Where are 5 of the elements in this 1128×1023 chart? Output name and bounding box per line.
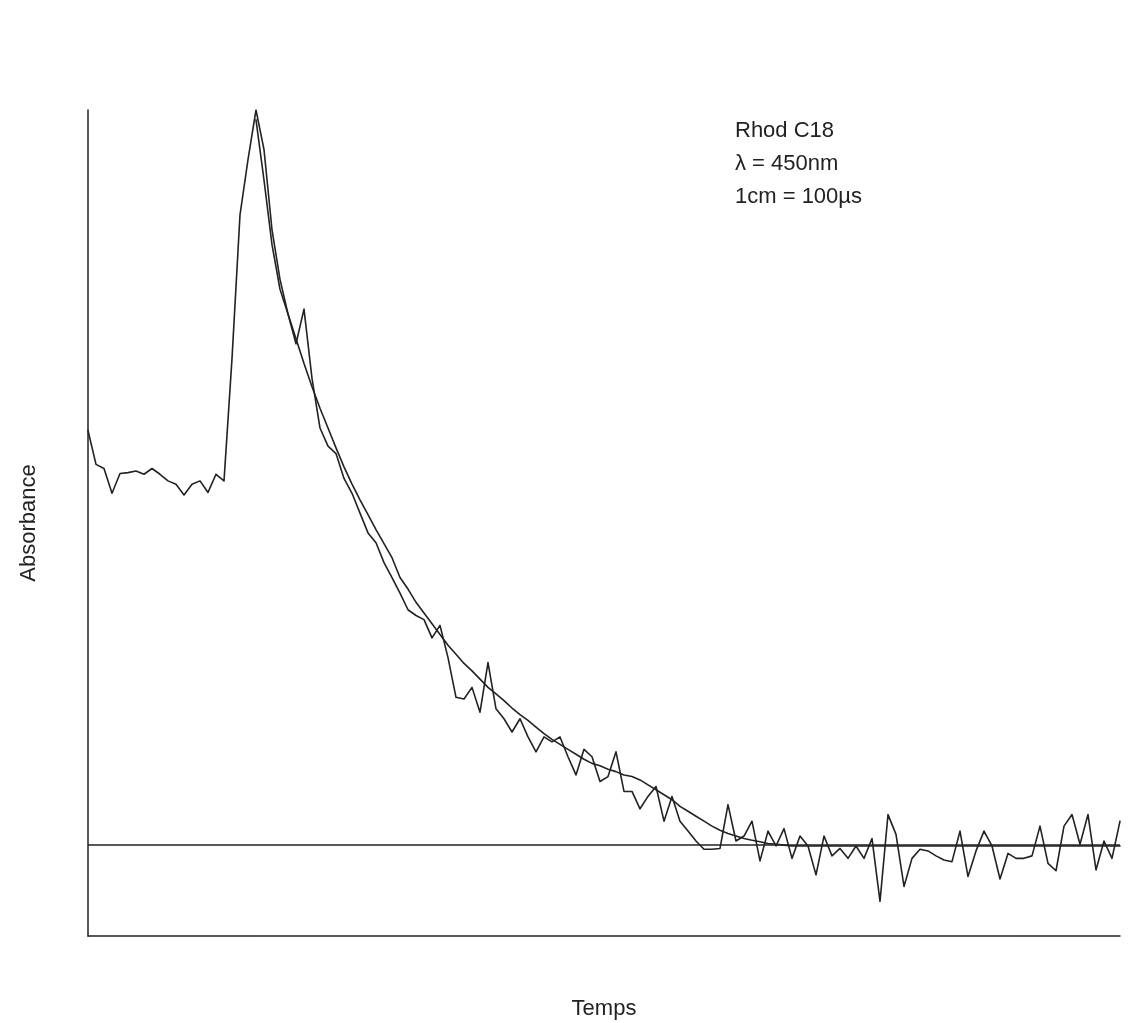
y-axis-title: Absorbance [14,464,40,582]
annotation: Rhod C18 [735,116,835,142]
annotation: λ = 450nm [735,149,839,175]
annotation: 1cm = 100µs [735,182,863,208]
x-axis-title: Temps [571,994,637,1020]
